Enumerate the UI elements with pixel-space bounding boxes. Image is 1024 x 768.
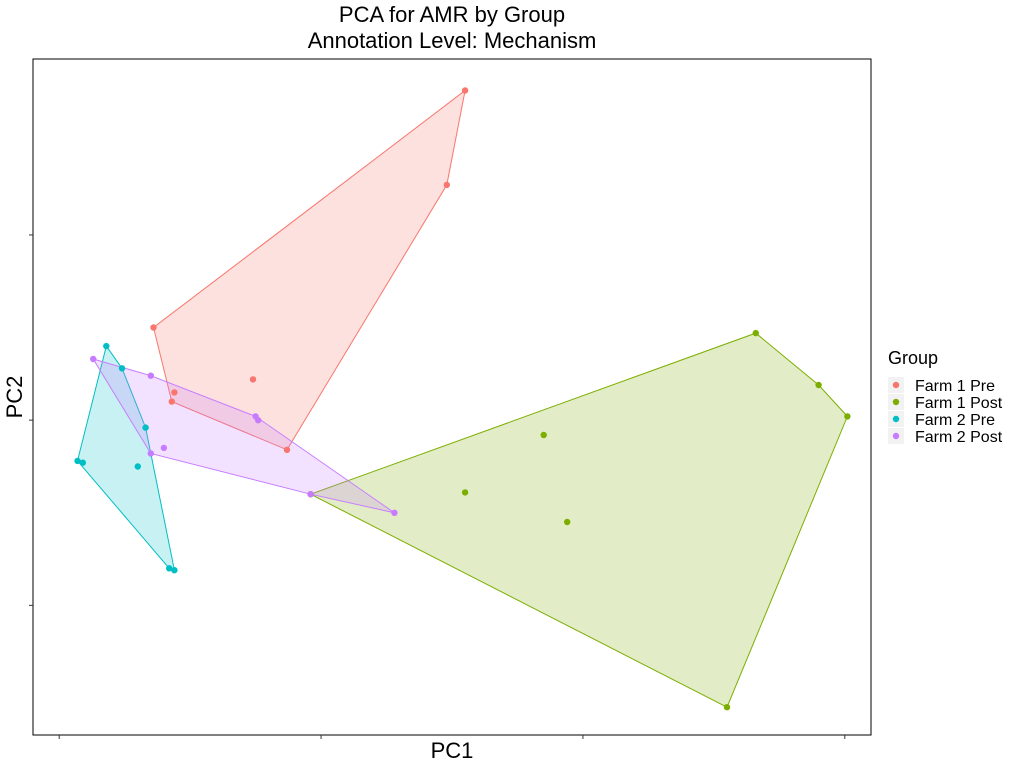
legend-key-farm-2-pre [892,415,900,423]
hull-farm-1-post [309,332,848,708]
legend-label-farm-1-post: Farm 1 Post [915,395,1003,412]
point-farm-1-pre-1 [461,87,469,94]
legend-label-farm-1-pre: Farm 1 Pre [915,378,995,395]
point-farm-1-pre-5 [171,389,178,396]
point-farm-2-pre-6 [134,463,141,470]
legend-key-farm-2-post [892,432,900,440]
point-farm-2-pre-3 [142,424,149,431]
hull-farm-1-pre [152,89,466,451]
point-farm-2-pre-5 [79,459,87,466]
chart-subtitle: Annotation Level: Mechanism [308,28,597,53]
point-farm-2-post-6 [255,417,262,424]
point-farm-1-pre-7 [283,446,291,453]
tick-layer [29,234,846,739]
point-farm-2-post-7 [307,491,314,498]
point-farm-1-post-6 [564,518,571,526]
point-farm-1-post-2 [815,381,822,389]
point-farm-1-pre-6 [168,398,175,405]
point-farm-1-pre-4 [249,376,257,383]
point-farm-1-post-4 [540,431,547,439]
legend-key-farm-1-post [892,398,900,406]
legend-label-farm-2-post: Farm 2 Post [915,429,1003,446]
point-farm-2-post-2 [147,372,154,379]
plot-panel [32,58,872,736]
x-axis-title: PC1 [431,738,474,763]
point-farm-2-post-4 [147,450,154,457]
point-farm-1-post-8 [723,704,731,711]
legend-title: Group [888,348,938,368]
legend-label-farm-2-pre: Farm 2 Pre [915,412,995,429]
point-farm-2-pre-8 [171,567,178,574]
point-farm-1-pre-3 [150,324,157,331]
point-farm-2-pre-7 [166,565,173,572]
point-farm-1-pre-2 [443,181,450,189]
point-farm-2-pre-1 [103,342,110,350]
point-farm-1-post-5 [461,489,469,496]
y-axis-title: PC2 [2,376,27,419]
point-farm-2-pre-2 [118,365,126,372]
hull-layer [76,89,848,708]
point-layer [74,87,851,711]
point-farm-2-post-3 [160,444,168,452]
chart-title: PCA for AMR by Group [339,2,565,27]
point-farm-1-post-3 [844,413,851,420]
point-farm-2-post-1 [90,355,97,363]
point-farm-2-pre-4 [74,457,81,465]
legend-key-farm-1-pre [892,381,900,389]
point-farm-1-post-1 [752,329,759,337]
point-farm-2-post-8 [391,509,398,516]
